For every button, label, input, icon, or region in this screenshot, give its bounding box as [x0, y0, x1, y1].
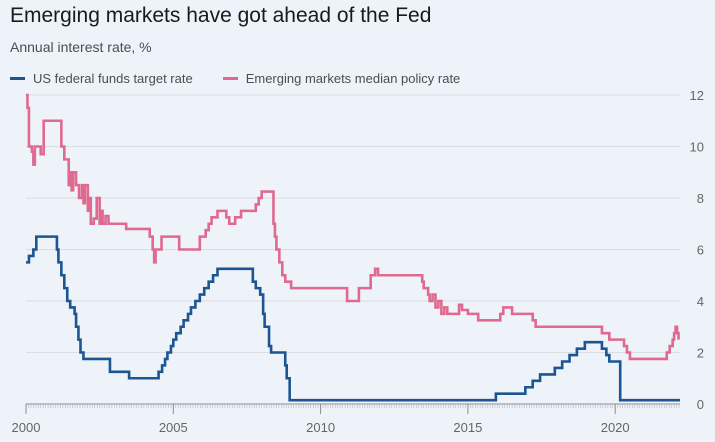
y-tick-label: 6: [697, 243, 704, 258]
legend-label-us: US federal funds target rate: [33, 71, 193, 86]
legend-item-us: US federal funds target rate: [10, 71, 193, 86]
chart-title: Emerging markets have got ahead of the F…: [10, 4, 432, 27]
x-tick-label: 2020: [601, 420, 630, 435]
chart-legend: US federal funds target rate Emerging ma…: [10, 71, 490, 86]
chart-subtitle: Annual interest rate, %: [10, 39, 152, 55]
legend-item-em: Emerging markets median policy rate: [222, 71, 461, 86]
y-tick-label: 0: [697, 397, 704, 412]
x-tick-label: 2000: [12, 420, 41, 435]
y-tick-label: 10: [690, 140, 704, 155]
x-tick-label: 2010: [306, 420, 335, 435]
us-fed-funds-line: [26, 235, 680, 402]
legend-label-em: Emerging markets median policy rate: [245, 71, 461, 86]
x-tick-label: 2005: [159, 420, 188, 435]
y-tick-label: 12: [690, 88, 704, 103]
y-tick-label: 8: [697, 191, 704, 206]
legend-swatch-us: [10, 77, 25, 80]
y-tick-label: 2: [697, 346, 704, 361]
y-tick-label: 4: [697, 294, 704, 309]
x-tick-label: 2015: [453, 420, 482, 435]
em-policy-rate-line: [26, 93, 680, 361]
legend-swatch-em: [222, 77, 238, 80]
